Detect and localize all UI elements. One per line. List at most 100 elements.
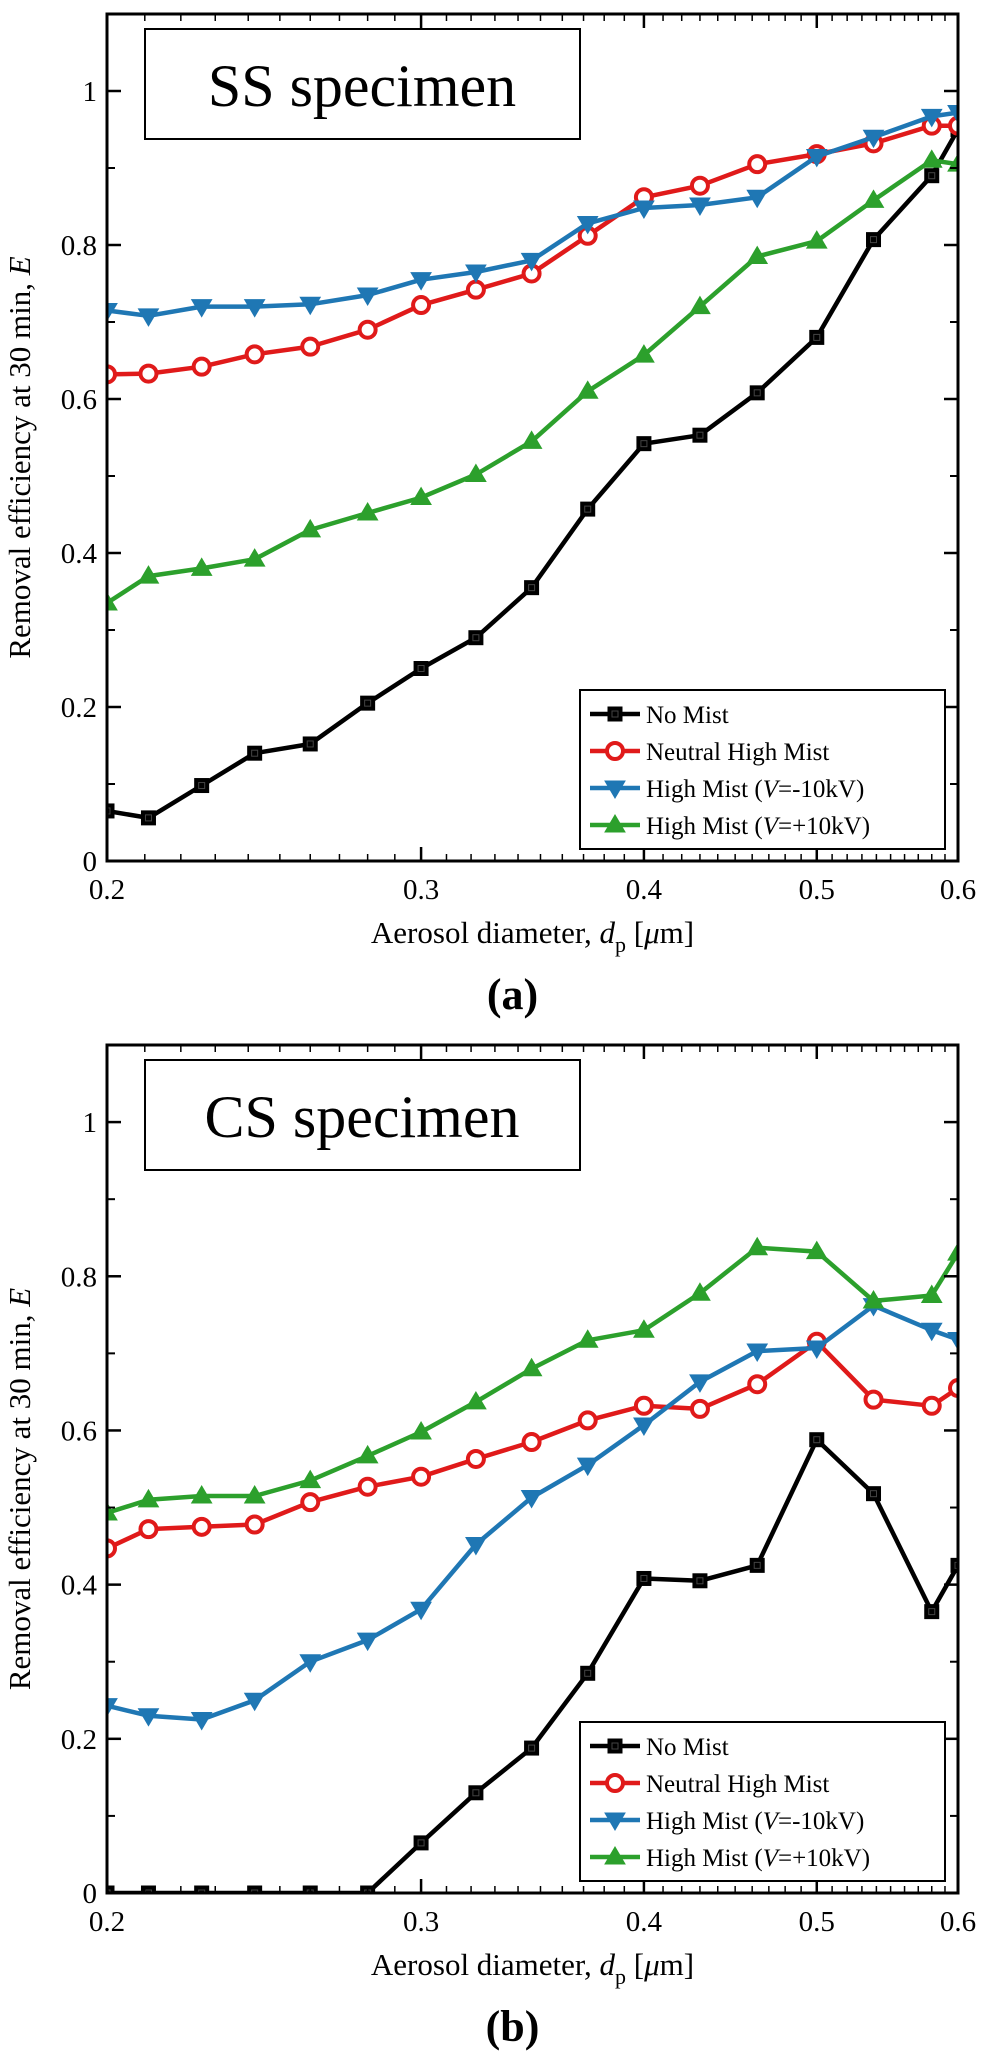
data-point-neutral-high-mist [244, 344, 265, 365]
data-point-high-mist-v-10kv [947, 1242, 958, 1261]
data-point-high-mist-v-10kv [576, 380, 599, 399]
x-tick-label: 0.6 [940, 1906, 976, 1938]
data-point-no-mist [749, 1557, 765, 1573]
data-point-no-mist-inner [584, 1669, 592, 1677]
data-point-high-mist-v-10kv [356, 1444, 379, 1464]
legend-entry-high-mist-v-10kv: High Mist (V=+10kV) [590, 813, 870, 840]
data-point-no-mist [247, 745, 263, 761]
data-point-high-mist-v-10kv [805, 148, 828, 168]
data-point-no-mist [692, 427, 708, 443]
data-point-no-mist [924, 168, 940, 184]
data-point-high-mist-v-10kv [299, 1654, 322, 1673]
data-point-no-mist [524, 1740, 540, 1756]
legend-entry-no-mist: No Mist [590, 1734, 729, 1761]
data-point-no-mist [636, 1570, 652, 1586]
series-no-mist [107, 122, 958, 826]
data-point-high-mist-v-10kv [805, 1340, 828, 1359]
data-point-high-mist-v-10kv [356, 287, 379, 307]
data-point-no-mist [866, 1486, 882, 1502]
data-point-neutral-high-mist [138, 363, 159, 384]
data-point-high-mist-v-10kv [137, 565, 160, 584]
data-point-high-mist-v-10kv [190, 557, 213, 576]
series-line-neutral-high-mist [107, 123, 958, 377]
legend-label: Neutral High Mist [646, 1771, 829, 1798]
legend-label-var: V [763, 776, 781, 803]
legend-frame [579, 689, 946, 850]
legend-label-var: V [763, 1808, 781, 1835]
data-point-high-mist-v-10kv [520, 1490, 543, 1509]
data-point-no-mist-inner [251, 749, 259, 757]
data-point-high-mist-v-10kv [633, 200, 655, 220]
data-point-no-mist [809, 329, 825, 345]
title-box-frame [144, 28, 581, 140]
data-point-neutral-high-mist [521, 1432, 542, 1453]
legend-entry-no-mist: No Mist [590, 702, 729, 729]
legend-marker [605, 1773, 625, 1793]
data-point-high-mist-v-10kv [746, 189, 769, 209]
data-point-no-mist-inner [528, 584, 536, 592]
data-point-high-mist-v-10kv [633, 1417, 655, 1437]
legend-marker [604, 814, 626, 833]
data-point-no-mist [360, 695, 376, 711]
data-point-high-mist-v-10kv [107, 1698, 118, 1717]
plot-area [107, 1236, 958, 1893]
x-axis-label-var: d [600, 915, 616, 950]
data-point-no-mist [749, 385, 765, 401]
data-point-high-mist-v-10kv [137, 1488, 160, 1508]
data-point-high-mist-v-10kv [299, 296, 322, 316]
legend-label-start: High Mist ( [646, 776, 763, 803]
legend-frame [579, 1721, 946, 1882]
data-point-high-mist-v-10kv [299, 1469, 322, 1489]
data-point-no-mist [302, 736, 318, 752]
data-point-high-mist-v-10kv [689, 1282, 711, 1301]
data-point-high-mist-v-10kv [947, 1331, 958, 1351]
data-point-high-mist-v-10kv [689, 295, 711, 315]
data-point-no-mist-inner [198, 782, 206, 790]
y-tick-label: 0.8 [61, 1261, 97, 1293]
legend-label: High Mist (V=+10kV) [646, 1845, 870, 1872]
legend-label: High Mist (V=-10kV) [646, 776, 864, 803]
x-axis-label-unit: m] [660, 1947, 694, 1982]
data-point-neutral-high-mist [747, 1374, 768, 1395]
legend-marker-inner [611, 710, 619, 718]
data-point-neutral-high-mist [411, 1466, 432, 1487]
data-point-high-mist-v-10kv [107, 302, 118, 322]
y-axis-label: Removal efficiency at 30 min, E [2, 256, 37, 658]
x-tick-label: 0.5 [799, 874, 835, 906]
y-tick-label: 0.6 [61, 1415, 97, 1447]
data-point-high-mist-v-10kv [520, 1357, 543, 1377]
data-point-neutral-high-mist [357, 319, 378, 340]
data-point-high-mist-v-10kv [746, 245, 769, 265]
data-point-no-mist-inner [928, 1608, 936, 1616]
x-tick-label: 0.3 [403, 1906, 439, 1938]
data-point-neutral-high-mist [577, 1410, 598, 1431]
legend-label-end: =-10kV) [778, 1808, 864, 1835]
legend-label: High Mist (V=+10kV) [646, 813, 870, 840]
data-point-no-mist-inner [528, 1744, 536, 1752]
data-point-high-mist-v-10kv [137, 1708, 160, 1727]
plot-area [107, 105, 958, 826]
data-point-no-mist [809, 1432, 825, 1448]
series-line-high-mist-v-10kv [107, 158, 958, 605]
data-point-neutral-high-mist [921, 1395, 942, 1416]
legend-label-end: =+10kV) [778, 1845, 870, 1872]
data-point-high-mist-v-10kv [805, 230, 828, 249]
data-point-high-mist-v-10kv [746, 1343, 769, 1363]
data-point-high-mist-v-10kv [576, 1329, 599, 1348]
y-tick-label: 0 [83, 1878, 98, 1910]
data-point-no-mist-inner [251, 1889, 259, 1893]
data-point-high-mist-v-10kv [862, 189, 885, 208]
data-point-high-mist-v-10kv [689, 197, 711, 216]
data-point-high-mist-v-10kv [862, 1289, 885, 1309]
data-point-no-mist-inner [107, 807, 111, 815]
panel-label: (b) [486, 2002, 540, 2051]
series-no-mist [107, 1432, 958, 1893]
y-tick-label: 0.4 [61, 538, 98, 570]
data-point-no-mist-inner [640, 1574, 648, 1582]
data-point-no-mist-inner [928, 172, 936, 180]
data-point-high-mist-v-10kv [920, 108, 943, 128]
